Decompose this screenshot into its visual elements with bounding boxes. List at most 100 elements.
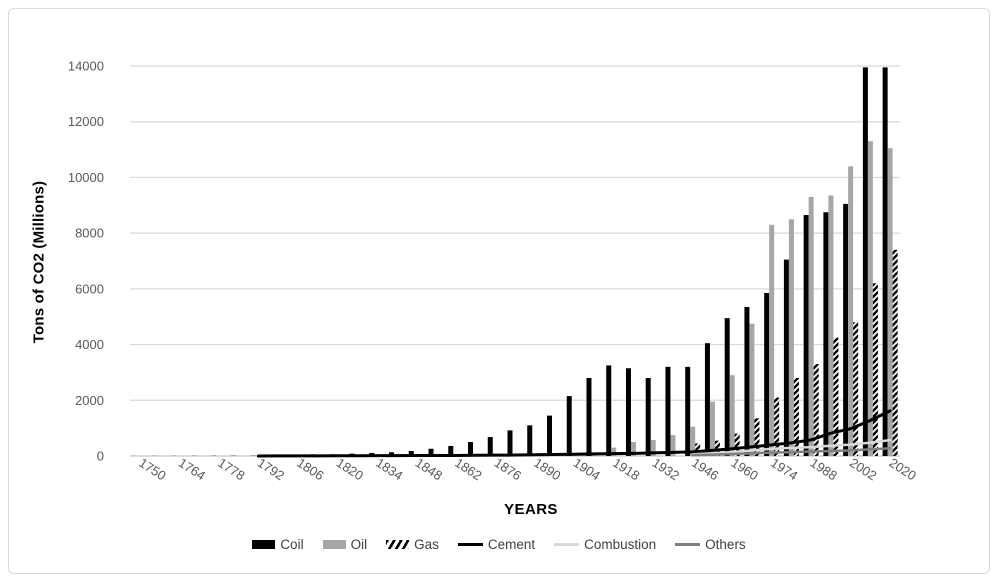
x-tick-label: 1806	[294, 455, 326, 483]
legend-item-coil: Coil	[252, 536, 304, 552]
bar-oil	[828, 195, 834, 457]
x-tick-label: 2002	[847, 455, 879, 483]
x-tick-label: 1778	[215, 455, 247, 483]
x-tick-label: 1988	[808, 455, 840, 483]
bar-coil	[527, 425, 533, 456]
bar-oil	[848, 166, 854, 457]
bar-coil	[704, 343, 710, 456]
y-tick-label: 4000	[75, 337, 104, 352]
legend-item-combustion: Combustion	[554, 537, 656, 552]
bar-coil	[487, 437, 493, 456]
bar-gas	[892, 249, 898, 456]
bar-coil	[685, 366, 691, 456]
x-tick-label: 1904	[571, 455, 603, 483]
others-swatch-icon	[675, 542, 701, 546]
bar-gas	[833, 337, 839, 456]
y-tick-label: 8000	[75, 226, 104, 241]
bar-oil	[650, 439, 656, 456]
bar-coil	[606, 365, 612, 456]
x-tick-label: 1890	[531, 455, 563, 483]
legend-item-oil: Oil	[322, 536, 368, 552]
bar-coil	[843, 203, 849, 456]
y-tick-label: 0	[97, 449, 104, 464]
bar-oil	[749, 323, 755, 456]
x-tick-label: 1848	[413, 455, 445, 483]
bar-gas	[714, 440, 720, 456]
y-tick-label: 14000	[68, 59, 104, 74]
bar-gas	[754, 418, 760, 456]
oil-swatch-icon	[322, 539, 346, 549]
gas-swatch-icon	[386, 539, 410, 549]
legend-label: Coil	[280, 536, 304, 552]
bar-coil	[389, 452, 395, 456]
legend-item-cement: Cement	[457, 536, 536, 552]
cement-swatch-icon	[457, 542, 483, 546]
x-tick-label: 1764	[176, 455, 208, 483]
y-axis-title: Tons of CO2 (Millions)	[30, 180, 48, 344]
legend-item-gas: Gas	[386, 537, 439, 552]
bar-oil	[887, 148, 893, 456]
bar-gas	[872, 283, 878, 456]
bar-coil	[783, 259, 789, 456]
bar-coil	[882, 67, 888, 457]
bar-gas	[853, 322, 859, 456]
bar-oil	[670, 435, 676, 456]
legend-label: Combustion	[584, 536, 657, 552]
bar-oil	[808, 196, 814, 456]
bar-coil	[625, 368, 631, 456]
bar-coil	[744, 306, 750, 456]
bar-oil	[729, 375, 735, 456]
x-axis-title: YEARS	[504, 501, 558, 518]
y-tick-label: 10000	[68, 170, 104, 185]
bar-oil	[611, 447, 617, 456]
bar-coil	[803, 215, 809, 456]
x-tick-label: 1862	[452, 455, 484, 483]
x-tick-label: 1876	[492, 455, 524, 483]
y-tick-label: 2000	[75, 393, 104, 408]
y-tick-label: 6000	[75, 281, 104, 296]
bar-oil	[709, 401, 715, 456]
bar-coil	[448, 445, 454, 456]
bar-coil	[428, 448, 434, 456]
legend-label: Cement	[487, 536, 536, 552]
bar-coil	[764, 293, 770, 456]
bar-coil	[665, 366, 671, 456]
x-tick-label: 1932	[650, 455, 682, 483]
bar-coil	[507, 430, 513, 456]
bar-oil	[690, 426, 696, 456]
bar-gas	[813, 364, 819, 456]
x-tick-label: 2020	[886, 455, 918, 483]
legend-item-others: Others	[675, 537, 746, 552]
x-tick-label: 1974	[768, 455, 800, 483]
combustion-swatch-icon	[554, 542, 580, 546]
x-tick-label: 1820	[334, 455, 366, 483]
co2-combo-chart: 0 2000 4000 6000 8000 10000 12000 14000 1750 176…	[68, 59, 919, 484]
bar-coil	[645, 378, 651, 456]
bar-oil	[630, 442, 636, 456]
bar-coil	[546, 415, 552, 456]
chart-frame: 0 2000 4000 6000 8000 10000 12000 14000 1750 176…	[8, 8, 990, 574]
bar-gas	[774, 397, 780, 456]
x-tick-label: 1960	[729, 455, 761, 483]
y-tick-label: 12000	[68, 114, 104, 129]
coil-swatch-icon	[252, 539, 276, 549]
x-tick-label: 1918	[610, 455, 642, 483]
bar-coil	[586, 378, 592, 456]
legend-label: Oil	[350, 536, 368, 552]
line-combustion	[691, 438, 892, 456]
bar-oil	[788, 219, 794, 456]
x-tick-label: 1750	[136, 455, 168, 483]
bar-oil	[867, 141, 873, 456]
legend-label: Gas	[414, 536, 439, 552]
line-others	[691, 446, 892, 457]
x-tick-label: 1792	[255, 455, 287, 483]
bar-coil	[724, 318, 730, 456]
line-cement	[256, 409, 892, 458]
legend: Coil Oil Gas Cement Combustion Others	[9, 533, 989, 555]
bar-gas	[734, 433, 740, 456]
bar-coil	[566, 396, 572, 456]
x-tick-label: 1834	[373, 455, 405, 483]
bar-gas	[793, 378, 799, 456]
bar-coil	[823, 212, 829, 456]
legend-label: Others	[705, 536, 746, 552]
